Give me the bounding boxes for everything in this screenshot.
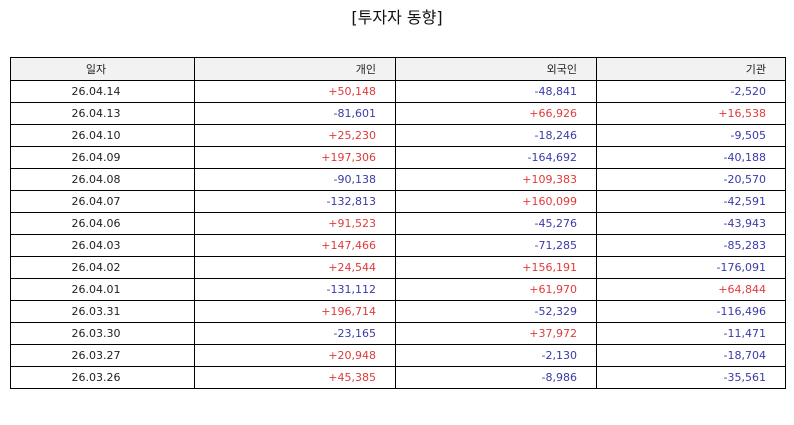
table-body: 26.04.14 +50,148 -48,841 -2,520 26.04.13 -81,…: [10, 80, 786, 389]
date-cell: 26.04.07: [10, 190, 195, 213]
foreign-cell: -71,285: [395, 234, 597, 257]
table-row: 26.03.27 +20,948 -2,130 -18,704: [10, 344, 786, 367]
individual-cell: +24,544: [194, 256, 396, 279]
date-cell: 26.04.14: [10, 80, 195, 103]
foreign-cell: -18,246: [395, 124, 597, 147]
individual-cell: -23,165: [194, 322, 396, 345]
foreign-cell: -164,692: [395, 146, 597, 169]
individual-cell: +91,523: [194, 212, 396, 235]
institution-cell: -11,471: [596, 322, 786, 345]
foreign-cell: +37,972: [395, 322, 597, 345]
column-header-individual: 개인: [194, 57, 396, 81]
date-cell: 26.04.08: [10, 168, 195, 191]
table-row: 26.04.07 -132,813 +160,099 -42,591: [10, 190, 786, 213]
institution-cell: -85,283: [596, 234, 786, 257]
table-row: 26.04.03 +147,466 -71,285 -85,283: [10, 234, 786, 257]
individual-cell: -90,138: [194, 168, 396, 191]
date-cell: 26.04.03: [10, 234, 195, 257]
individual-cell: +25,230: [194, 124, 396, 147]
date-cell: 26.04.06: [10, 212, 195, 235]
date-cell: 26.03.31: [10, 300, 195, 323]
foreign-cell: -8,986: [395, 366, 597, 389]
individual-cell: -132,813: [194, 190, 396, 213]
investor-trend-table: 일자 개인 외국인 기관 26.04.14 +50,148 -48,841 -2,52…: [10, 57, 786, 389]
institution-cell: -116,496: [596, 300, 786, 323]
institution-cell: -35,561: [596, 366, 786, 389]
date-cell: 26.03.27: [10, 344, 195, 367]
institution-cell: -20,570: [596, 168, 786, 191]
table-row: 26.04.10 +25,230 -18,246 -9,505: [10, 124, 786, 147]
table-row: 26.04.08 -90,138 +109,383 -20,570: [10, 168, 786, 191]
individual-cell: +197,306: [194, 146, 396, 169]
foreign-cell: +61,970: [395, 278, 597, 301]
individual-cell: +45,385: [194, 366, 396, 389]
date-cell: 26.04.02: [10, 256, 195, 279]
table-row: 26.03.30 -23,165 +37,972 -11,471: [10, 322, 786, 345]
column-header-date: 일자: [10, 57, 195, 81]
institution-cell: -2,520: [596, 80, 786, 103]
table-row: 26.03.31 +196,714 -52,329 -116,496: [10, 300, 786, 323]
individual-cell: +147,466: [194, 234, 396, 257]
table-row: 26.04.14 +50,148 -48,841 -2,520: [10, 80, 786, 103]
foreign-cell: +156,191: [395, 256, 597, 279]
foreign-cell: -2,130: [395, 344, 597, 367]
date-cell: 26.04.10: [10, 124, 195, 147]
date-cell: 26.04.01: [10, 278, 195, 301]
date-cell: 26.03.26: [10, 366, 195, 389]
date-cell: 26.03.30: [10, 322, 195, 345]
table-row: 26.03.26 +45,385 -8,986 -35,561: [10, 366, 786, 389]
institution-cell: -18,704: [596, 344, 786, 367]
table-header-row: 일자 개인 외국인 기관: [10, 57, 786, 81]
column-header-foreign: 외국인: [395, 57, 597, 81]
institution-cell: +64,844: [596, 278, 786, 301]
table-row: 26.04.02 +24,544 +156,191 -176,091: [10, 256, 786, 279]
foreign-cell: -48,841: [395, 80, 597, 103]
table-row: 26.04.09 +197,306 -164,692 -40,188: [10, 146, 786, 169]
institution-cell: -40,188: [596, 146, 786, 169]
individual-cell: +20,948: [194, 344, 396, 367]
institution-cell: +16,538: [596, 102, 786, 125]
foreign-cell: -45,276: [395, 212, 597, 235]
individual-cell: +196,714: [194, 300, 396, 323]
table-row: 26.04.06 +91,523 -45,276 -43,943: [10, 212, 786, 235]
date-cell: 26.04.13: [10, 102, 195, 125]
page-title: [투자자 동향]: [351, 8, 443, 27]
institution-cell: -176,091: [596, 256, 786, 279]
foreign-cell: +66,926: [395, 102, 597, 125]
individual-cell: +50,148: [194, 80, 396, 103]
foreign-cell: -52,329: [395, 300, 597, 323]
column-header-institution: 기관: [596, 57, 786, 81]
individual-cell: -81,601: [194, 102, 396, 125]
foreign-cell: +160,099: [395, 190, 597, 213]
institution-cell: -43,943: [596, 212, 786, 235]
individual-cell: -131,112: [194, 278, 396, 301]
institution-cell: -9,505: [596, 124, 786, 147]
foreign-cell: +109,383: [395, 168, 597, 191]
date-cell: 26.04.09: [10, 146, 195, 169]
table-row: 26.04.01 -131,112 +61,970 +64,844: [10, 278, 786, 301]
institution-cell: -42,591: [596, 190, 786, 213]
table-row: 26.04.13 -81,601 +66,926 +16,538: [10, 102, 786, 125]
